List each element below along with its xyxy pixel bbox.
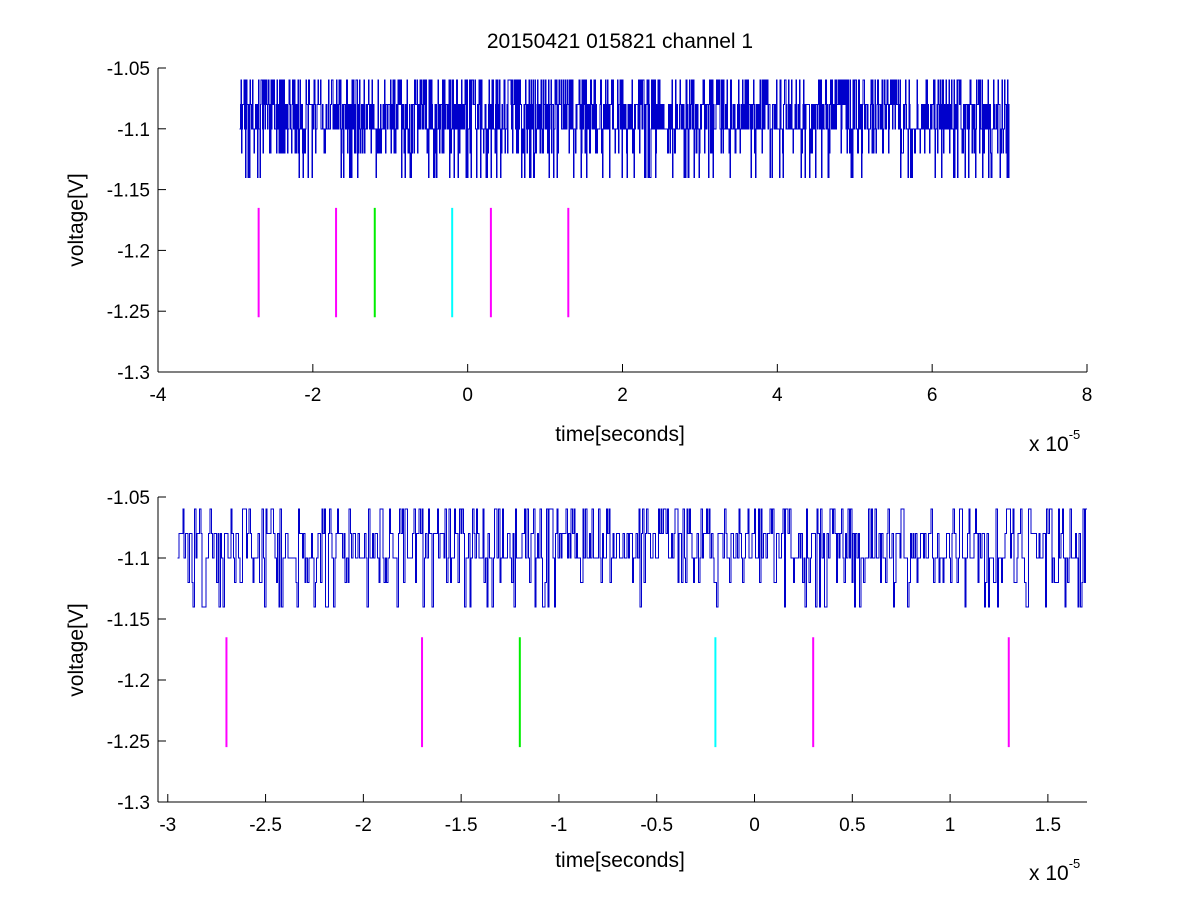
top-x-multiplier-base: x 10 (1029, 433, 1069, 456)
bottom-x-tick-label: -2.5 (249, 815, 282, 836)
top-x-tick-label: 2 (617, 385, 628, 406)
bottom-x-multiplier-exponent: -5 (1069, 856, 1081, 871)
top-signal-trace (239, 79, 1010, 178)
bottom-subplot: -3 -2.5 -2 -1.5 -1 -0.5 0 0.5 1 1.5 -1.05 -1.1 -1.15… (65, 488, 1087, 885)
top-x-tick-label: -2 (304, 385, 321, 406)
top-x-multiplier: x 10-5 (1029, 427, 1080, 456)
top-markers (257, 207, 570, 318)
top-y-tick-label: -1.05 (107, 59, 150, 80)
bottom-x-tick-label: -0.5 (640, 815, 673, 836)
top-x-axis-label: time[seconds] (555, 423, 685, 446)
bottom-x-multiplier-base: x 10 (1029, 862, 1069, 885)
top-y-tick-label: -1.3 (117, 363, 150, 384)
top-y-tick-label: -1.1 (117, 120, 150, 141)
top-x-tick-label: 8 (1082, 385, 1093, 406)
top-x-tick-label: 4 (772, 385, 783, 406)
top-signal-layer (239, 79, 1010, 178)
bottom-y-tick-label: -1.25 (107, 732, 150, 753)
bottom-signal-layer (177, 508, 1087, 608)
bottom-y-tick-label: -1.15 (107, 610, 150, 631)
top-x-tick-label: 0 (462, 385, 473, 406)
bottom-y-axis-label: voltage[V] (65, 603, 88, 696)
bottom-x-tick-label: 1.5 (1035, 815, 1061, 836)
top-subplot: -4 -2 0 2 4 6 8 -1.05 -1.1 -1.15 -1.2 -1.25 -1.3 tim… (65, 59, 1092, 456)
bottom-x-axis-label: time[seconds] (555, 849, 685, 872)
bottom-y-tick-label: -1.1 (117, 549, 150, 570)
bottom-axes: -3 -2.5 -2 -1.5 -1 -0.5 0 0.5 1 1.5 -1.05 -1.1 -1.15… (107, 488, 1087, 836)
bottom-x-tick-label: 1 (945, 815, 956, 836)
bottom-y-tick-label: -1.2 (117, 671, 150, 692)
bottom-signal-trace (177, 508, 1087, 608)
bottom-x-tick-label: 0.5 (839, 815, 865, 836)
bottom-x-tick-label: -3 (159, 815, 176, 836)
top-y-tick-label: -1.15 (107, 181, 150, 202)
chart-title: 20150421 015821 channel 1 (487, 30, 753, 53)
bottom-x-tick-label: -2 (355, 815, 372, 836)
top-y-tick-label: -1.25 (107, 302, 150, 323)
bottom-y-tick-label: -1.3 (117, 793, 150, 814)
bottom-x-tick-label: -1 (550, 815, 567, 836)
bottom-x-tick-label: 0 (749, 815, 760, 836)
top-axes: -4 -2 0 2 4 6 8 -1.05 -1.1 -1.15 -1.2 -1.25 -1.3 (107, 59, 1093, 406)
top-x-tick-label: 6 (927, 385, 938, 406)
top-y-tick-label: -1.2 (117, 241, 150, 262)
top-y-axis-label: voltage[V] (65, 173, 88, 266)
top-x-multiplier-exponent: -5 (1069, 427, 1081, 442)
bottom-y-tick-label: -1.05 (107, 488, 150, 509)
top-x-tick-label: -4 (150, 385, 167, 406)
bottom-x-multiplier: x 10-5 (1029, 856, 1080, 885)
bottom-markers (225, 637, 1010, 748)
bottom-x-tick-label: -1.5 (445, 815, 478, 836)
